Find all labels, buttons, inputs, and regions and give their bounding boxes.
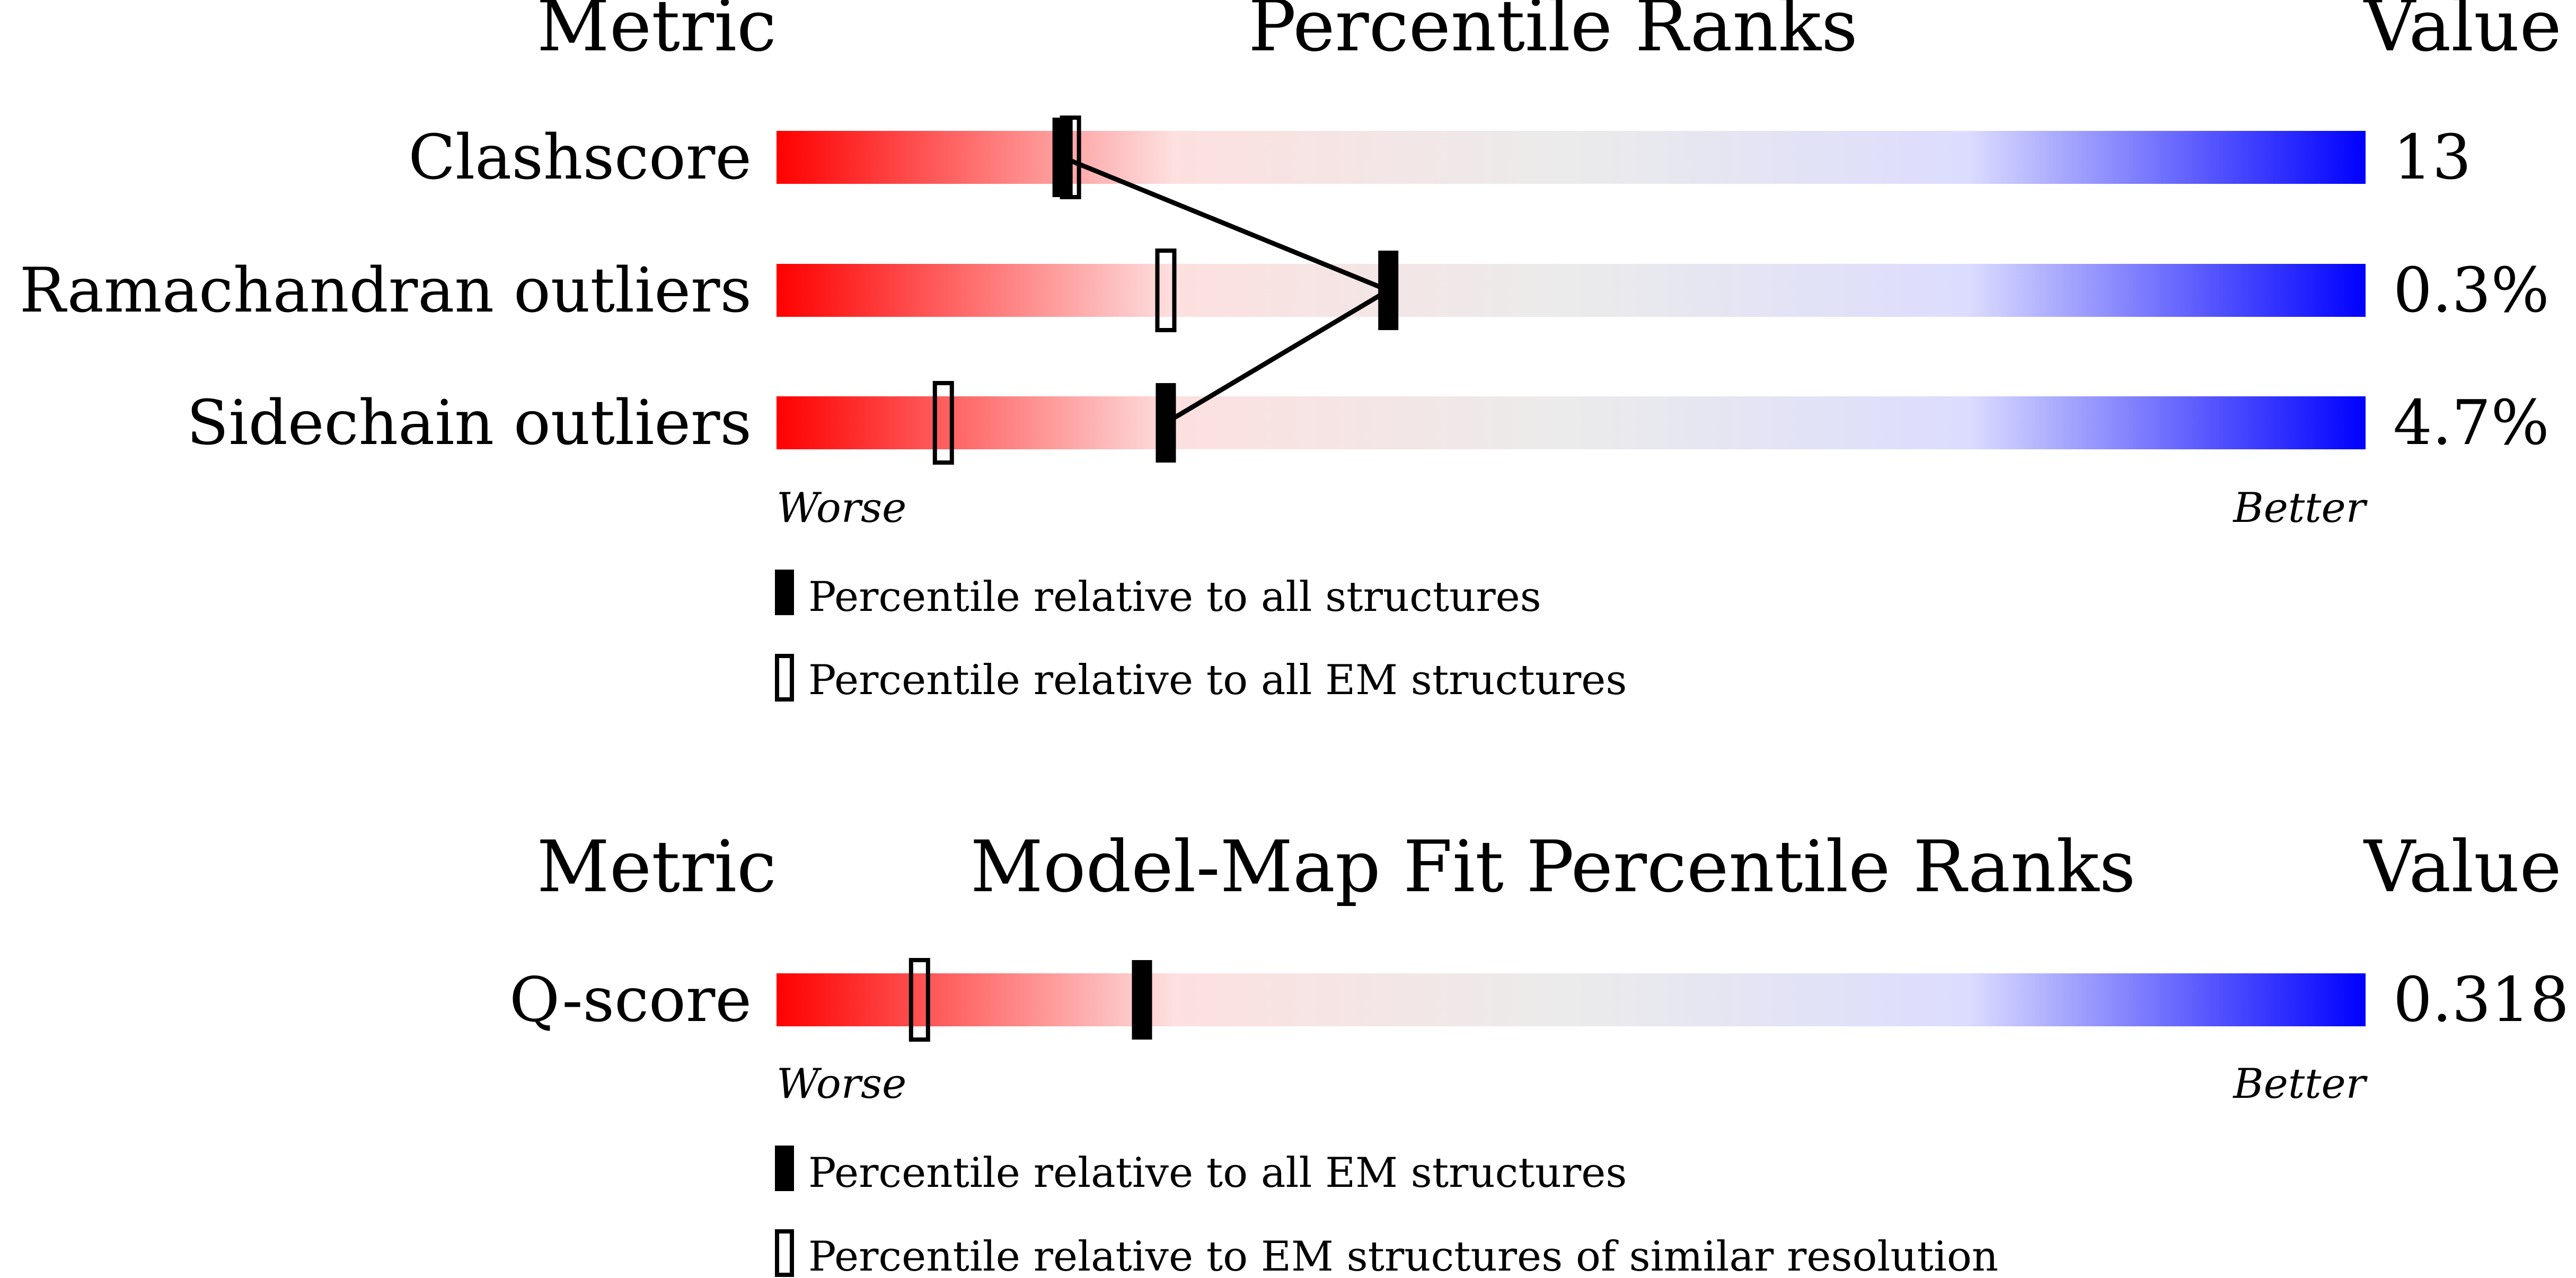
header-title: Percentile Ranks [1248,0,1858,67]
filled-percentile-marker [1155,383,1176,463]
header-metric: Metric [537,0,777,67]
filled-percentile-marker [1132,960,1152,1040]
percentile-markers [908,958,1152,1042]
rank-bar [777,396,2366,449]
rank-bar [777,973,2366,1026]
legend-open-label: Percentile relative to EM structures of … [808,1233,1998,1278]
legend-filled-label: Percentile relative to all EM structures [808,1149,1627,1197]
row-q-score: Q-score 0.318 [509,964,2569,1036]
legend-filled-swatch [775,1146,794,1191]
legend-open-swatch [775,1229,794,1277]
panel-validation: Metric Percentile Ranks Value Clashscore… [20,0,2562,704]
legend-filled-label: Percentile relative to all structures [808,573,1541,621]
metric-value: 0.318 [2393,964,2569,1036]
better-label: Better [2232,1060,2368,1108]
row-ramachandran-outliers: Ramachandran outliers 0.3% [20,255,2549,326]
percentile-markers [932,116,1399,465]
metric-value: 0.3% [2393,255,2549,326]
header-value: Value [2363,826,2562,908]
rank-bar [777,264,2366,317]
worse-label: Worse [777,484,906,532]
panel-model-map-fit: Metric Model-Map Fit Percentile Ranks Va… [509,826,2569,1278]
metric-label: Clashscore [408,122,752,193]
filled-percentile-marker [1052,118,1073,197]
row-clashscore: Clashscore 13 [408,122,2471,193]
metric-value: 4.7% [2393,387,2549,459]
worse-label: Worse [777,1060,906,1108]
metric-value: 13 [2393,122,2472,193]
header-metric: Metric [537,826,777,908]
header-value: Value [2363,0,2562,67]
legend-filled-swatch [775,570,794,615]
open-percentile-marker [1155,248,1177,332]
rank-bar [777,131,2366,184]
open-percentile-marker [908,958,930,1042]
legend-open-label: Percentile relative to all EM structures [808,656,1627,704]
filled-percentile-marker [1378,251,1399,330]
legend-open-swatch [775,654,794,702]
header-title: Model-Map Fit Percentile Ranks [971,826,2136,908]
row-sidechain-outliers: Sidechain outliers 4.7% [187,387,2549,459]
metric-label: Sidechain outliers [187,387,752,459]
metric-label: Ramachandran outliers [20,255,752,326]
open-percentile-marker [932,381,954,465]
metric-label: Q-score [509,964,752,1036]
better-label: Better [2232,484,2368,532]
